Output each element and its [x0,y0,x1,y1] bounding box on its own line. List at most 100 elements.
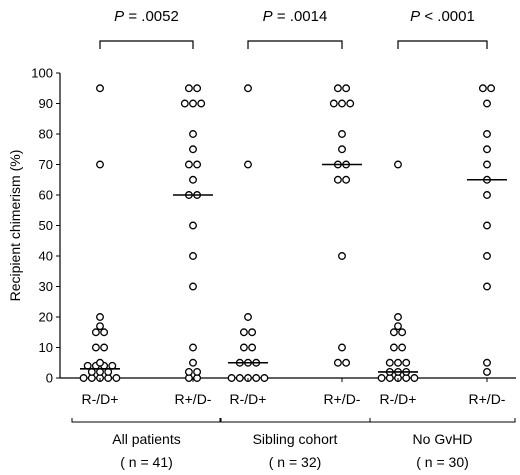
data-point [389,328,398,337]
p-value-symbol: P [114,8,124,25]
data-point [189,99,197,108]
data-point [184,160,193,169]
group-bracket [71,418,222,423]
data-point [483,282,491,291]
y-tick-label: 80 [39,127,53,142]
y-tick-label: 0 [46,371,53,386]
y-tick-label: 30 [39,279,53,294]
data-point [239,343,248,352]
y-tick-label: 50 [39,218,53,233]
significance-bracket [397,40,488,49]
data-point [227,374,236,382]
data-point [235,374,244,382]
data-point [333,175,342,184]
data-point [329,99,338,108]
data-point [389,343,398,352]
data-point [244,313,252,321]
data-point [478,84,487,93]
data-point [96,84,104,93]
data-point [377,374,386,382]
group-2: P < .0001 R-/D+ R+/D- No GvHD ( n = 30) [369,8,516,470]
group-bracket [219,418,371,423]
chart-groups: P = .0052 R-/D+ R+/D- All patients ( n = 41)… [71,8,516,470]
data-point [483,367,491,376]
y-tick-label: 70 [39,157,53,172]
data-point [189,130,197,138]
data-point [100,328,109,337]
y-tick-label: 60 [39,188,53,203]
data-point [338,252,346,260]
data-point [244,84,252,93]
data-point [193,367,202,376]
data-point [394,358,402,367]
data-point [338,99,346,108]
data-point [189,145,197,154]
data-point [483,358,491,367]
data-point [483,130,491,138]
column-label: R+/D- [324,391,361,407]
p-value-text: = .0014 [273,8,328,25]
data-point [394,313,402,321]
column-1-1: R+/D- [322,84,362,407]
data-point [112,374,121,382]
p-value-label: P < .0001 [410,8,475,25]
data-point [394,322,402,331]
y-tick-label: 100 [31,66,53,81]
data-point [338,343,346,352]
data-point [239,328,248,337]
column-0-1: R+/D- [173,84,213,407]
column-2-1: R+/D- [467,84,507,407]
group-bracket [369,418,516,423]
data-point [394,160,402,169]
data-point [342,358,351,367]
data-point [346,99,355,108]
data-point [398,328,407,337]
data-point [91,343,100,352]
group-n-label: ( n = 41) [120,454,173,470]
data-point [342,84,351,93]
data-point [189,221,197,230]
group-n-label: ( n = 32) [269,454,322,470]
p-value-symbol: P [410,8,420,25]
column-label: R+/D- [175,391,212,407]
column-label: R-/D+ [82,391,119,407]
data-point [91,328,100,337]
data-point [483,99,491,108]
data-point [244,160,252,169]
data-point [483,252,491,260]
data-point [197,99,206,108]
column-2-0: R-/D+ [377,160,419,407]
column-0-0: R-/D+ [79,84,121,407]
data-point [260,374,269,382]
p-value-symbol: P [263,8,273,25]
data-point [483,191,491,199]
y-tick-label: 40 [39,249,53,264]
data-point [184,84,193,93]
group-name: No GvHD [413,431,473,447]
data-point [398,343,407,352]
data-point [193,160,202,169]
chart-axes: 0 10 20 30 40 50 60 70 80 90 100 Recipient chimeris… [7,66,516,386]
p-value-text: < .0001 [420,8,475,25]
column-label: R-/D+ [230,391,267,407]
significance-bracket [99,40,194,49]
data-point [189,175,197,184]
data-point [189,358,197,367]
p-value-label: P = .0052 [114,8,179,25]
data-point [338,130,346,138]
data-point [96,322,104,331]
data-point [483,160,491,169]
y-axis-title: Recipient chimerism (%) [7,150,23,302]
data-point [189,343,197,352]
data-point [79,374,88,382]
group-n-label: ( n = 30) [416,454,469,470]
group-name: Sibling cohort [253,431,338,447]
y-tick-label: 90 [39,96,53,111]
data-point [96,358,104,367]
data-point [333,84,342,93]
data-point [180,99,189,108]
data-point [100,343,109,352]
data-point [410,374,419,382]
data-point [96,160,104,169]
